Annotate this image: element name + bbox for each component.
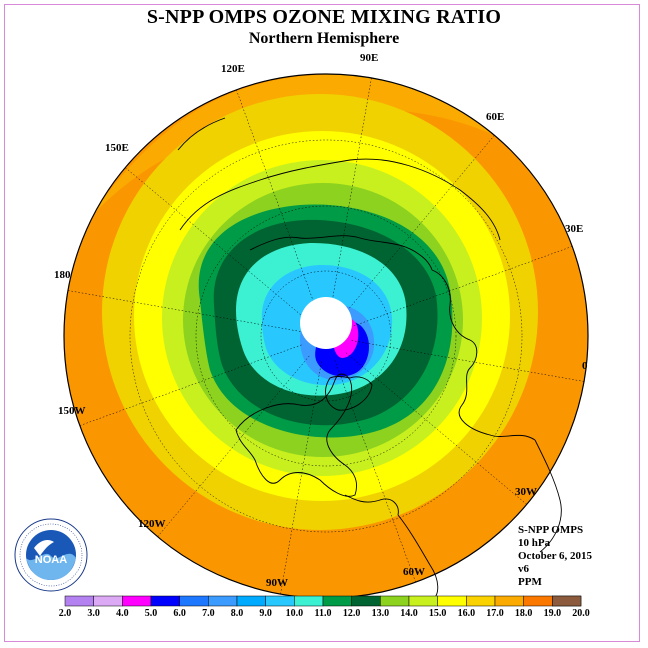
meridian-line (350, 246, 573, 328)
colorbar-tick-label: 12.0 (342, 608, 361, 619)
colorbar-swatch (380, 595, 410, 607)
colorbar-tick-label: 8.0 (230, 608, 244, 619)
lon-label-60e: 60E (486, 111, 505, 123)
meridian-line (236, 89, 318, 312)
meridian-lines (67, 77, 585, 595)
colorbar-swatch (208, 595, 238, 607)
colorbar-tick-label: 5.0 (144, 608, 158, 619)
polar-no-data-cap (300, 297, 352, 349)
meridian-line (79, 344, 302, 426)
meridian-line (157, 355, 310, 537)
lon-label-120w: 120W (138, 518, 166, 530)
colorbar-tick-label: 18.0 (514, 608, 533, 619)
lon-label-0: 0 (582, 360, 588, 372)
meridian-line (351, 340, 585, 382)
colorbar-tick-label: 10.0 (285, 608, 304, 619)
coast-south-america (397, 514, 439, 601)
coast-caribbean (344, 494, 399, 516)
colorbar-tick-label: 15.0 (428, 608, 447, 619)
coast-greenland (325, 376, 373, 411)
colorbar-tick-label: 9.0 (259, 608, 272, 619)
lon-label-30w: 30W (515, 486, 537, 498)
colorbar-swatch (294, 595, 324, 607)
lon-label-180: 180 (54, 269, 71, 281)
colorbar-swatch (150, 595, 180, 607)
colorbar-tick-label: 4.0 (116, 608, 129, 619)
coast-asia-east (179, 158, 501, 241)
colorbar-swatch (64, 595, 94, 607)
colorbar-swatch (236, 595, 266, 607)
colorbar-tick-label: 7.0 (202, 608, 215, 619)
coast-africa (534, 439, 562, 553)
colorbar-tick-label: 6.0 (173, 608, 186, 619)
coastlines (177, 117, 562, 601)
coast-japan (177, 117, 226, 151)
colorbar-swatch (351, 595, 381, 607)
colorbar-swatch (494, 595, 524, 607)
meridian-line (334, 360, 416, 583)
lon-label-150e: 150E (105, 142, 129, 154)
info-instrument: S-NPP OMPS (518, 524, 584, 536)
colorbar-tick-label: 13.0 (371, 608, 390, 619)
colorbar-swatch (265, 595, 295, 607)
colorbar-swatch (408, 595, 438, 607)
lon-label-60w: 60W (403, 566, 425, 578)
colorbar-swatch (322, 595, 352, 607)
gridlines (67, 77, 585, 595)
noaa-logo-text: NOAA (35, 554, 67, 566)
colorbar-swatch (552, 595, 582, 607)
colorbar-tick-label: 3.0 (87, 608, 100, 619)
page-frame (4, 4, 640, 642)
colorbar-tick-label: 17.0 (486, 608, 504, 619)
meridian-line (345, 352, 527, 505)
colorbar-swatch (466, 595, 496, 607)
lon-label-30e: 30E (565, 223, 584, 235)
map-subtitle: Northern Hemisphere (248, 30, 400, 47)
lon-label-120e: 120E (221, 63, 245, 75)
latitude-circles (129, 139, 523, 533)
meridian-line (330, 77, 372, 311)
colorbar-swatch (179, 595, 209, 607)
colorbar-swatch (523, 595, 553, 607)
coast-europe (431, 269, 536, 441)
info-panel: S-NPP OMPS 10 hPa October 6, 2015 v6 PPM (518, 524, 592, 589)
coast-asia-north (249, 235, 433, 271)
colorbar-tick-label: 19.0 (543, 608, 562, 619)
info-date: October 6, 2015 (518, 550, 593, 562)
colorbar-tick-label: 14.0 (400, 608, 418, 619)
lon-label-90w: 90W (266, 577, 288, 589)
band-orange-arc (64, 74, 588, 300)
meridian-line (342, 135, 495, 317)
colorbar-swatch (122, 595, 152, 607)
colorbar-swatch (93, 595, 123, 607)
info-level: 10 hPa (518, 537, 551, 549)
lon-label-90e: 90E (360, 52, 379, 64)
noaa-logo: NOAA (14, 518, 88, 592)
info-units: PPM (518, 576, 542, 588)
colorbar-tick-label: 2.0 (58, 608, 72, 619)
meridian-line (125, 167, 307, 320)
lon-label-150w: 150W (58, 405, 86, 417)
colorbar-swatch (437, 595, 467, 607)
colorbar-tick-label: 16.0 (457, 608, 476, 619)
colorbar-tick-label: 20.0 (572, 608, 590, 619)
meridian-line (280, 361, 322, 595)
meridian-line (67, 290, 301, 332)
colorbar-tick-label: 11.0 (314, 608, 332, 619)
info-version: v6 (518, 563, 529, 575)
map-title: S-NPP OMPS OZONE MIXING RATIO (146, 6, 502, 28)
